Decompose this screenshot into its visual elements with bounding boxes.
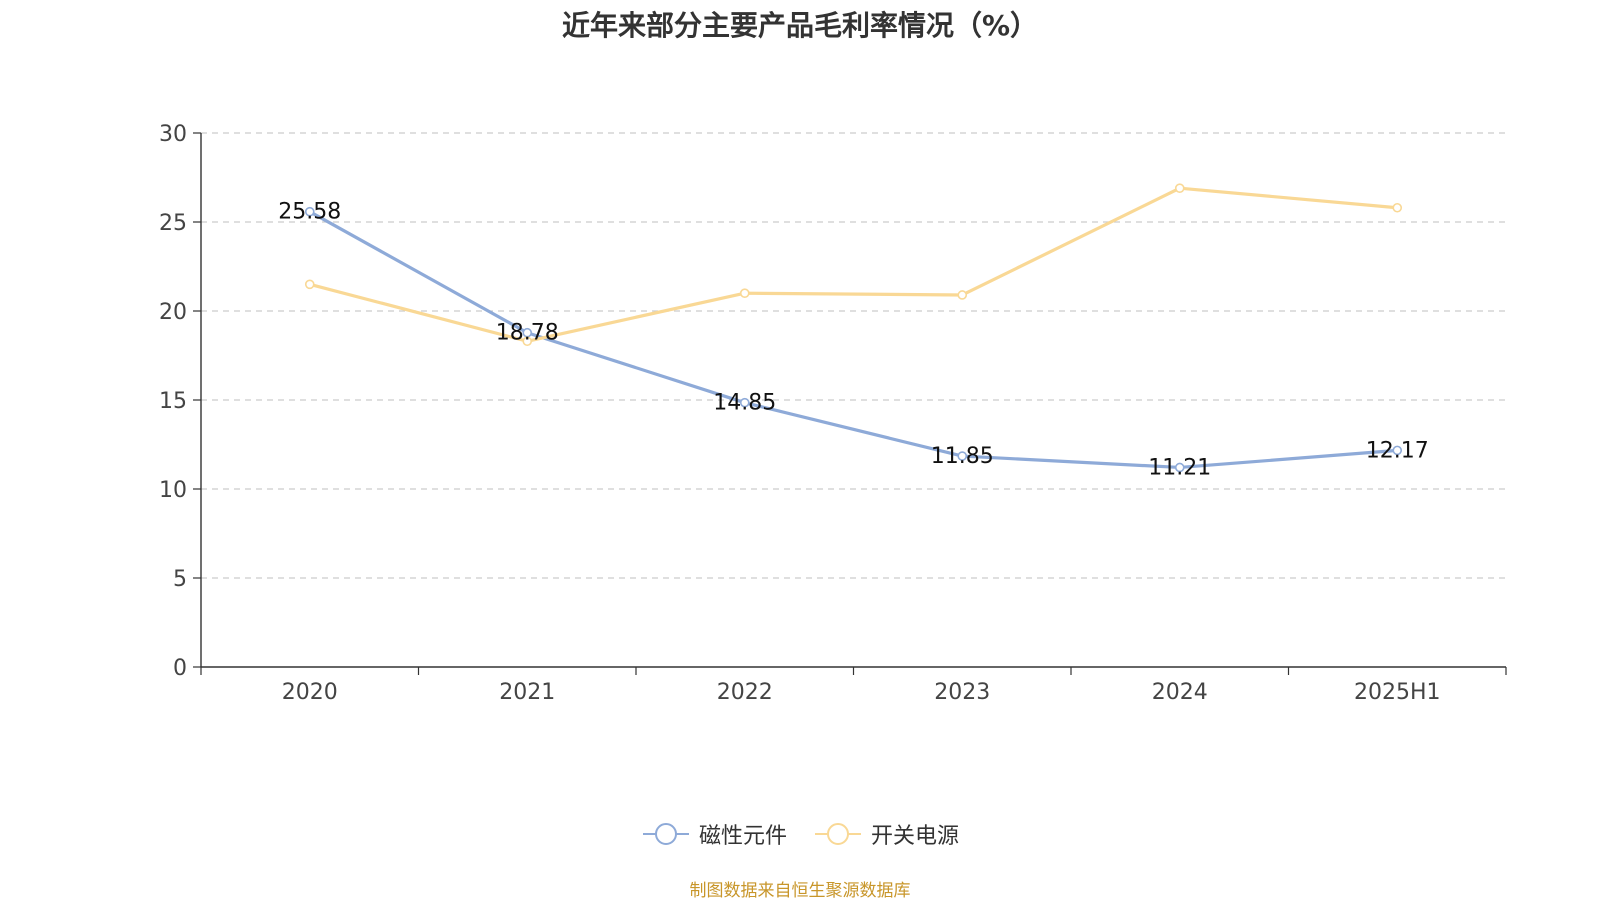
series-lines: [304, 183, 1403, 473]
y-tick-label: 30: [159, 122, 187, 147]
axes: 0 5 10 15 20 25 30 2020 2021 2022 2023 2024 2025H1: [159, 122, 1507, 705]
grid-lines: [201, 132, 1506, 579]
series-1-point: [304, 279, 315, 290]
legend: 磁性元件 开关电源: [0, 818, 1600, 850]
y-tick-label: 25: [159, 211, 187, 236]
x-tick-label: 2025H1: [1354, 680, 1441, 705]
x-tick-label: 2023: [934, 680, 990, 705]
data-label: 25.58: [278, 200, 341, 225]
x-tick-label: 2021: [499, 680, 555, 705]
data-labels: 25.58 18.78 14.85 11.85 11.21 12.17: [278, 200, 1428, 481]
legend-marker-power: [815, 823, 861, 845]
series-0-point: [304, 206, 315, 217]
series-0-point: [1392, 445, 1403, 456]
chart-title: 近年来部分主要产品毛利率情况（%）: [561, 9, 1039, 42]
x-tick-label: 2022: [717, 680, 773, 705]
data-label: 11.21: [1148, 455, 1211, 480]
legend-label-power: 开关电源: [871, 824, 960, 849]
series-0-point: [957, 451, 968, 461]
y-tick-label: 20: [159, 300, 187, 325]
data-label: 18.78: [496, 321, 559, 346]
series-1-point: [1392, 202, 1403, 213]
y-tick-label: 15: [159, 389, 187, 414]
x-tick-label: 2024: [1152, 680, 1208, 705]
series-1-point: [957, 290, 968, 300]
series-0-point: [739, 397, 750, 408]
data-label: 14.85: [713, 391, 776, 416]
y-tick-label: 10: [159, 478, 187, 503]
data-label: 11.85: [931, 444, 994, 469]
series-1-point: [1174, 183, 1185, 193]
y-tick-label: 0: [173, 656, 187, 681]
legend-label-magnetic: 磁性元件: [698, 824, 787, 849]
series-0-point: [1174, 462, 1185, 473]
source-note: 制图数据来自恒生聚源数据库: [689, 881, 911, 901]
legend-item-magnetic[interactable]: 磁性元件: [641, 818, 787, 850]
series-line-1: [309, 186, 1398, 343]
legend-marker-magnetic: [642, 823, 689, 845]
legend-item-power[interactable]: 开关电源: [813, 818, 959, 850]
series-1-point: [522, 336, 533, 347]
data-label: 12.17: [1366, 438, 1429, 463]
series-line-0: [308, 210, 1398, 470]
y-tick-label: 5: [173, 567, 187, 592]
x-tick-label: 2020: [282, 680, 338, 705]
series-1-point: [739, 288, 750, 299]
